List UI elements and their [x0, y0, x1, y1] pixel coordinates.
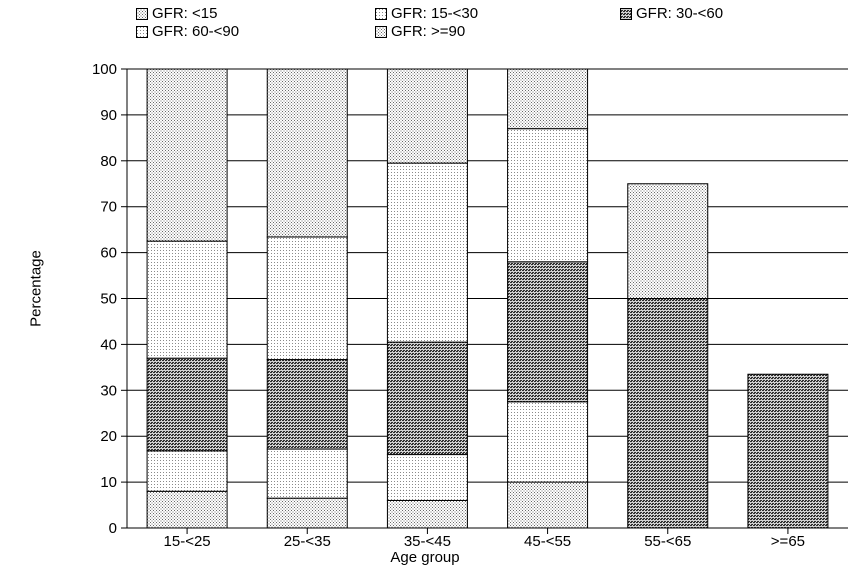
bars — [146, 68, 829, 529]
x-tick-label: >=65 — [771, 533, 805, 550]
bar-segment — [266, 359, 348, 450]
legend-item-gfr-15-30: GFR: 15-<30 — [375, 6, 478, 22]
axes: 0 10 20 30 40 50 60 70 80 90 100 15-<25 25-<35 35-<45… — [92, 61, 848, 550]
legend-swatch — [136, 26, 148, 38]
x-tick-label: 15-<25 — [164, 533, 211, 550]
bar-segment — [627, 183, 709, 299]
legend-label: GFR: >=90 — [391, 23, 466, 40]
bar-segment — [146, 490, 228, 529]
y-tick-label: 50 — [100, 291, 117, 308]
bar-segment — [627, 298, 709, 529]
y-tick-label: 20 — [100, 428, 117, 445]
legend-label: GFR: 30-<60 — [636, 5, 724, 22]
bar-segment — [386, 162, 468, 343]
y-tick-label: 100 — [92, 61, 117, 78]
bar-segment — [146, 450, 228, 492]
legend-item-gfr-lt15: GFR: <15 — [136, 6, 217, 22]
bar-segment — [266, 236, 348, 361]
bar-segment — [266, 448, 348, 499]
bar-segment — [747, 373, 829, 529]
bar-segment — [386, 499, 468, 529]
legend-label: GFR: 60-<90 — [152, 23, 240, 40]
y-tick-label: 0 — [109, 520, 117, 537]
bar-segment — [507, 261, 589, 403]
y-tick-label: 30 — [100, 382, 117, 399]
y-tick-label: 10 — [100, 474, 117, 491]
legend-item-gfr-30-60: GFR: 30-<60 — [620, 6, 723, 22]
bar-segment — [266, 497, 348, 529]
bar-segment — [146, 240, 228, 359]
bar-segment — [386, 454, 468, 501]
y-tick-label: 90 — [100, 107, 117, 124]
legend: GFR: <15 GFR: 15-<30 GFR: 30-<60 GFR: 60… — [0, 0, 850, 50]
legend-label: GFR: 15-<30 — [391, 5, 479, 22]
legend-label: GFR: <15 — [152, 5, 218, 22]
bar-segment — [507, 128, 589, 263]
bar-segment — [507, 401, 589, 483]
legend-item-gfr-60-90: GFR: 60-<90 — [136, 24, 239, 40]
bar-segment — [386, 68, 468, 164]
bar-segment — [507, 68, 589, 130]
x-tick-label: 55-<65 — [644, 533, 691, 550]
y-tick-label: 40 — [100, 336, 117, 353]
legend-swatch — [375, 8, 387, 20]
bar-segment — [386, 341, 468, 456]
bar-segment — [146, 357, 228, 452]
legend-swatch — [620, 8, 632, 20]
bar-segment — [507, 481, 589, 529]
y-axis-label: Percentage — [27, 250, 45, 327]
y-tick-label: 70 — [100, 199, 117, 216]
bar-segment — [266, 68, 348, 238]
y-tick-label: 60 — [100, 245, 117, 262]
x-tick-label: 35-<45 — [404, 533, 451, 550]
x-tick-label: 25-<35 — [284, 533, 331, 550]
legend-item-gfr-gte90: GFR: >=90 — [375, 24, 465, 40]
x-tick-label: 45-<55 — [524, 533, 571, 550]
bar-segment — [146, 68, 228, 242]
gridlines — [127, 68, 848, 483]
y-tick-label: 80 — [100, 153, 117, 170]
legend-swatch — [375, 26, 387, 38]
legend-swatch — [136, 8, 148, 20]
x-axis-label: Age group — [390, 549, 460, 566]
